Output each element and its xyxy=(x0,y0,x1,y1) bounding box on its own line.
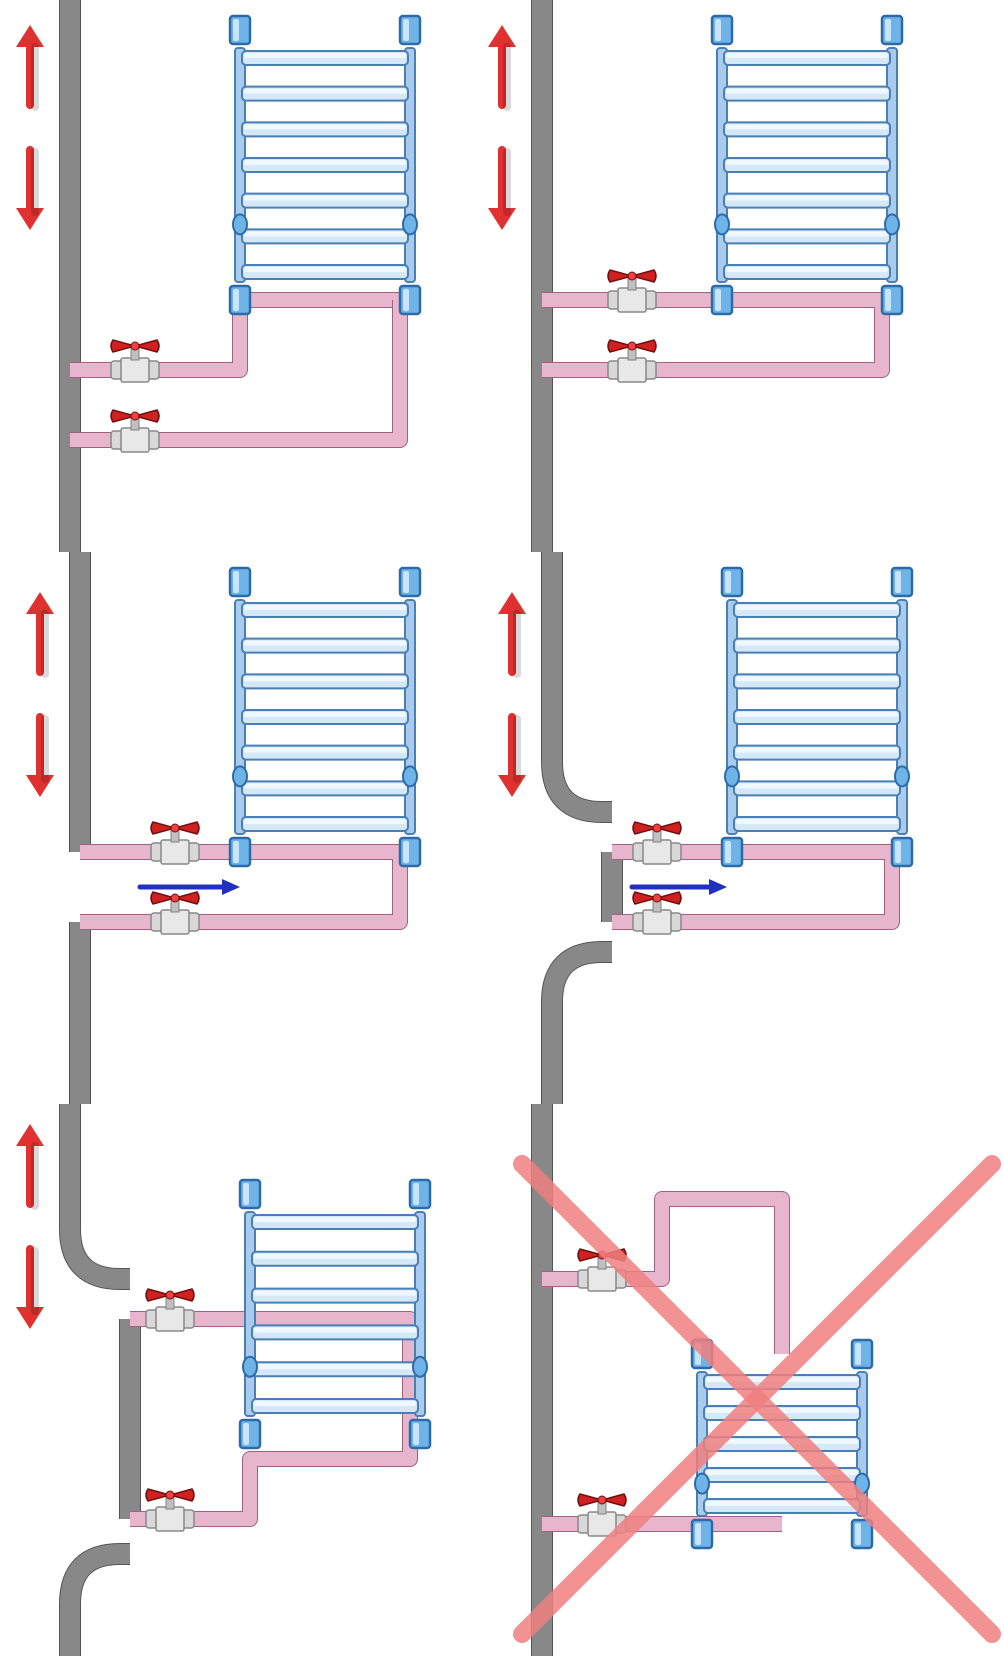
radiator-side-connector xyxy=(725,766,739,786)
riser-pipe xyxy=(70,1104,130,1279)
ball-valve xyxy=(146,1489,194,1531)
diagram-canvas xyxy=(0,0,1004,1657)
towel-radiator xyxy=(722,568,912,866)
radiator-side-connector xyxy=(413,1357,427,1377)
radiator-side-connector xyxy=(403,766,417,786)
flow-arrow-head xyxy=(16,25,44,47)
towel-radiator xyxy=(230,16,420,314)
flow-direction-arrowhead xyxy=(709,879,727,895)
ball-valve xyxy=(111,340,159,382)
ball-valve xyxy=(608,340,656,382)
riser-pipe xyxy=(70,1554,130,1656)
ball-valve xyxy=(608,270,656,312)
radiator-side-connector xyxy=(715,214,729,234)
flow-direction-arrowhead xyxy=(222,879,240,895)
ball-valve xyxy=(633,892,681,934)
riser-pipe xyxy=(552,552,612,812)
flow-arrow-head xyxy=(488,208,516,230)
riser-pipe xyxy=(552,952,612,1104)
ball-valve xyxy=(111,410,159,452)
radiator-side-connector xyxy=(233,766,247,786)
panel-p1 xyxy=(16,0,420,552)
radiator-side-connector xyxy=(885,214,899,234)
flow-arrow-head xyxy=(488,25,516,47)
diagram-svg xyxy=(0,0,1004,1657)
radiator-side-connector xyxy=(895,766,909,786)
flow-arrow-head xyxy=(26,775,54,797)
flow-arrow-head xyxy=(498,592,526,614)
towel-radiator xyxy=(712,16,902,314)
flow-arrow-head xyxy=(26,592,54,614)
panel-p3 xyxy=(26,552,420,1104)
flow-arrow-head xyxy=(16,208,44,230)
radiator-side-connector xyxy=(233,214,247,234)
panel-p6 xyxy=(522,1104,992,1656)
radiator-side-connector xyxy=(243,1357,257,1377)
supply-pipe xyxy=(130,1319,410,1519)
ball-valve xyxy=(146,1289,194,1331)
ball-valve xyxy=(151,892,199,934)
flow-arrow-head xyxy=(498,775,526,797)
ball-valve xyxy=(633,822,681,864)
radiator-side-connector xyxy=(695,1474,709,1494)
towel-radiator xyxy=(230,568,420,866)
ball-valve xyxy=(151,822,199,864)
flow-arrow-head xyxy=(16,1307,44,1329)
flow-arrow-head xyxy=(16,1124,44,1146)
panel-p4 xyxy=(498,552,912,1104)
panel-p2 xyxy=(488,0,902,552)
panel-p5 xyxy=(16,1104,430,1656)
radiator-side-connector xyxy=(403,214,417,234)
